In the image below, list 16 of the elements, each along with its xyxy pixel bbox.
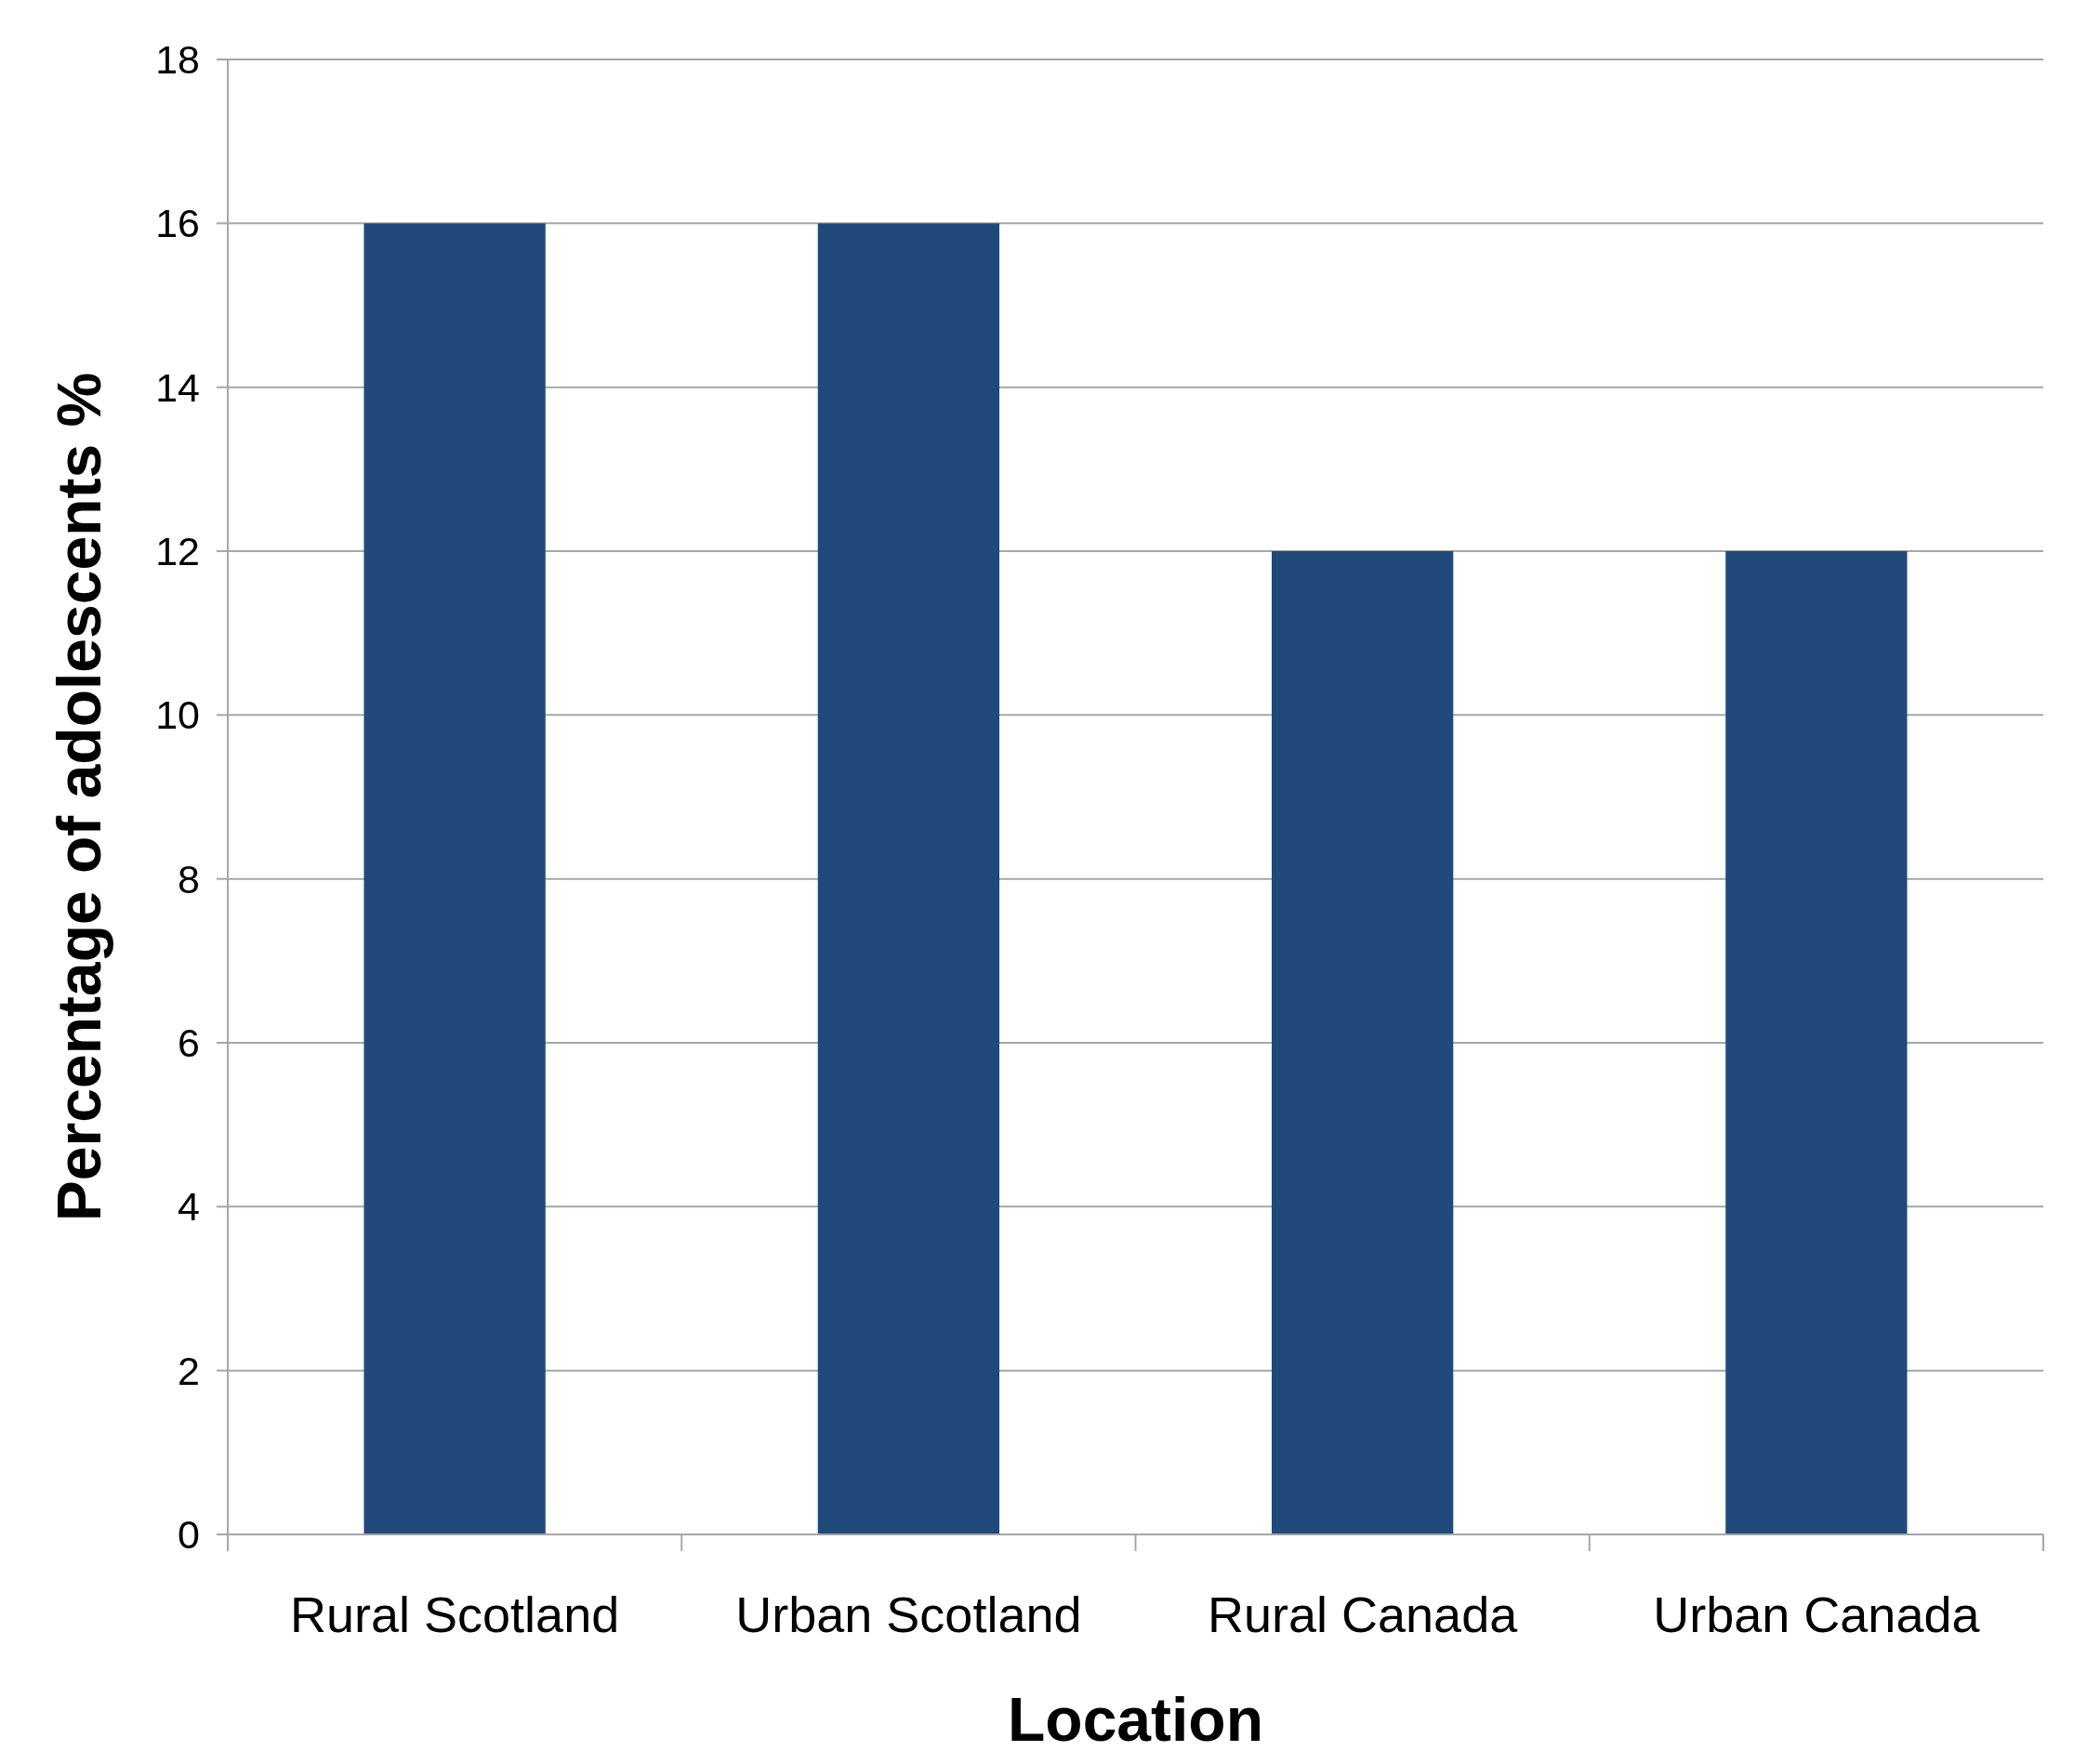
y-tick-label: 14 [155, 364, 200, 410]
x-tick-label: Urban Scotland [735, 1586, 1082, 1642]
x-tick-label: Rural Scotland [290, 1586, 620, 1642]
x-tick-label: Rural Canada [1208, 1586, 1519, 1642]
x-axis-title: Location [1008, 1685, 1263, 1754]
x-tick-label: Urban Canada [1653, 1586, 1981, 1642]
y-tick-label: 16 [155, 201, 200, 246]
y-tick-label: 6 [178, 1020, 200, 1066]
y-tick-label: 12 [155, 529, 200, 574]
y-tick-label: 18 [155, 37, 200, 83]
y-tick-label: 4 [178, 1184, 200, 1230]
y-tick-label: 8 [178, 856, 200, 902]
y-axis-title: Percentage of adolescents % [45, 372, 113, 1222]
y-tick-label: 2 [178, 1348, 200, 1393]
y-tick-label: 10 [155, 692, 200, 738]
y-tick-label: 0 [178, 1512, 200, 1558]
